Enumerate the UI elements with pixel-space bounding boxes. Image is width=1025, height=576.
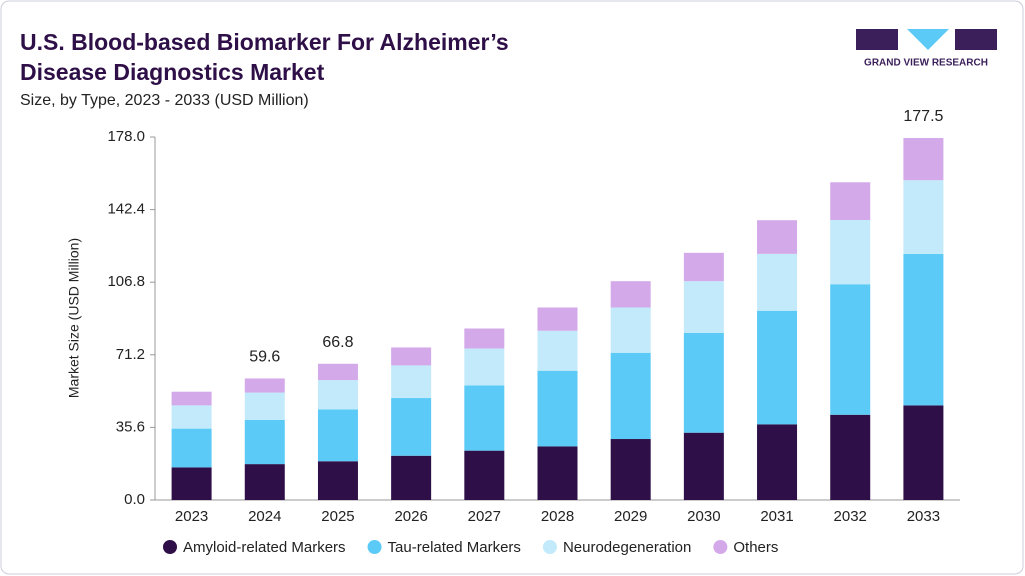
legend-swatch [713, 540, 728, 554]
x-tick-label: 2032 [834, 508, 867, 525]
bar-segment [683, 252, 724, 282]
bar-segment [610, 307, 651, 353]
bar-segment [903, 253, 944, 406]
bar-segment [244, 419, 285, 465]
bar-segment [537, 370, 578, 447]
bar-segment [830, 284, 871, 415]
bar-segment [903, 138, 944, 181]
bar-segment [171, 391, 212, 406]
legend-label: Amyloid-related Markers [183, 539, 346, 556]
legend-swatch [163, 540, 177, 554]
bar-segment [464, 450, 505, 500]
bar-segment [391, 455, 432, 500]
chart-subtitle: Size, by Type, 2023 - 2033 (USD Million) [20, 92, 309, 109]
y-tick-label: 106.8 [107, 273, 145, 290]
bar-segment [903, 405, 944, 500]
bar-segment [464, 328, 505, 349]
y-tick-label: 178.0 [107, 128, 145, 145]
chart-title: Disease Diagnostics Market [20, 59, 325, 85]
x-tick-label: 2023 [175, 508, 208, 525]
x-tick-label: 2028 [541, 508, 574, 525]
x-tick-label: 2029 [614, 508, 647, 525]
x-tick-label: 2030 [687, 508, 720, 525]
bar-segment [757, 220, 798, 254]
bar-segment [464, 348, 505, 386]
logo: GRAND VIEW RESEARCH [856, 29, 997, 69]
bar-segment [464, 385, 505, 451]
y-tick-label: 71.2 [116, 346, 145, 363]
brand: GRAND VIEW RESEARCH [864, 58, 988, 69]
bar-segment [171, 405, 212, 429]
bar-segment [683, 332, 724, 433]
legend-swatch [367, 540, 382, 554]
y-tick-label: 142.4 [107, 201, 145, 218]
x-tick-label: 2033 [907, 508, 940, 525]
bar-segment [537, 307, 578, 331]
chart-title: U.S. Blood-based Biomarker For Alzheimer… [20, 29, 509, 55]
bar-segment [537, 330, 578, 371]
bar-segment [757, 424, 798, 500]
bar-segment [537, 446, 578, 500]
bar-segment [317, 461, 358, 500]
y-axis-label: Market Size (USD Million) [66, 238, 82, 398]
legend-label: Others [733, 539, 778, 556]
bar-segment [391, 347, 432, 366]
x-tick-label: 2025 [321, 508, 354, 525]
bar-segment [317, 363, 358, 381]
bar-segment [610, 281, 651, 308]
bar-segment [244, 392, 285, 420]
total-label: 177.5 [903, 108, 943, 125]
legend-label: Tau-related Markers [388, 539, 521, 556]
y-tick-label: 0.0 [124, 491, 145, 508]
x-tick-label: 2031 [760, 508, 793, 525]
total-label: 66.8 [322, 334, 353, 351]
bar-segment [757, 310, 798, 425]
bar-segment [317, 409, 358, 462]
y-tick-label: 35.6 [116, 418, 145, 435]
bar-segment [244, 464, 285, 500]
bar-segment [903, 180, 944, 254]
legend-label: Neurodegeneration [563, 539, 691, 556]
bar-segment [683, 432, 724, 500]
x-tick-label: 2027 [468, 508, 501, 525]
bar-segment [683, 281, 724, 333]
x-tick-label: 2026 [394, 508, 427, 525]
bar-segment [757, 253, 798, 311]
legend-swatch [542, 540, 557, 554]
total-label: 59.6 [249, 349, 280, 366]
bar-segment [610, 439, 651, 500]
bar-segment [244, 378, 285, 393]
x-tick-label: 2024 [248, 508, 281, 525]
bar-segment [391, 365, 432, 399]
bar-segment [171, 428, 212, 468]
bar-segment [830, 182, 871, 221]
bar-segment [830, 220, 871, 285]
bar-segment [391, 398, 432, 456]
bar-segment [317, 380, 358, 410]
bar-segment [171, 467, 212, 500]
bar-segment [830, 414, 871, 500]
bar-segment [610, 352, 651, 440]
